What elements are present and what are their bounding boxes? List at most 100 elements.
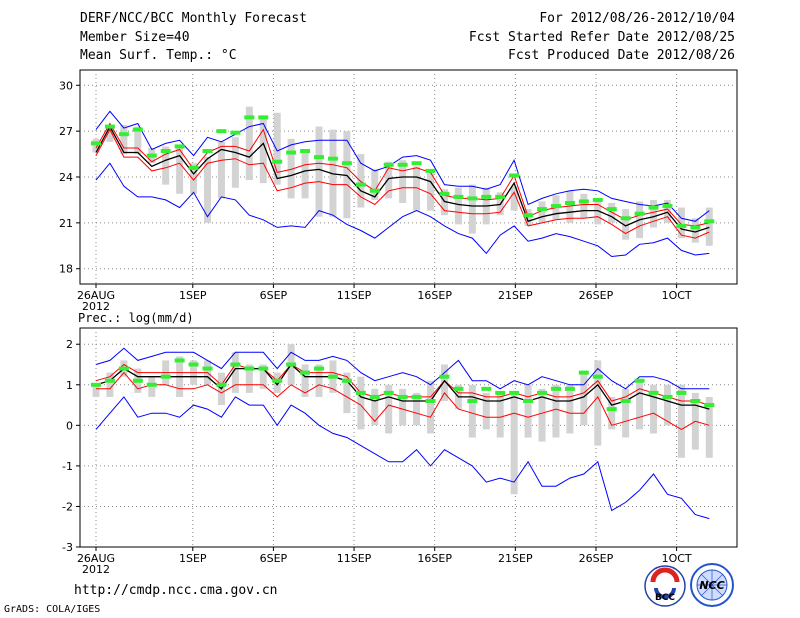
- spread-box: [106, 125, 114, 142]
- series-line-lower: [95, 128, 710, 239]
- median-marker: [537, 207, 548, 212]
- spread-box: [538, 388, 546, 442]
- website-url[interactable]: http://cmdp.ncc.cma.gov.cn: [74, 583, 278, 598]
- median-marker: [188, 165, 199, 170]
- spread-box: [231, 137, 239, 188]
- median-marker: [509, 390, 520, 395]
- spread-box: [482, 392, 490, 430]
- spread-box: [594, 199, 602, 225]
- spread-box: [440, 189, 448, 216]
- median-marker: [272, 378, 283, 383]
- y-tick-label: 30: [59, 79, 73, 92]
- spread-box: [134, 126, 142, 155]
- series-line-max: [95, 347, 710, 390]
- x-tick-label: 21SEP: [498, 289, 533, 302]
- spread-box: [301, 364, 309, 397]
- spread-box: [468, 384, 476, 438]
- median-marker: [104, 124, 115, 129]
- median-marker: [662, 394, 673, 399]
- spread-box: [427, 169, 435, 211]
- median-marker: [690, 225, 701, 230]
- x-tick-label: 1OCT: [662, 552, 692, 565]
- median-marker: [369, 394, 380, 399]
- median-marker: [383, 162, 394, 167]
- spread-box: [566, 384, 574, 434]
- spread-box: [594, 360, 602, 446]
- median-marker: [314, 366, 325, 371]
- plot-frame: [79, 327, 738, 548]
- median-marker: [202, 149, 213, 154]
- spread-box: [343, 131, 351, 219]
- median-marker: [578, 370, 589, 375]
- spread-box: [636, 380, 644, 430]
- x-tick-label: 16SEP: [417, 552, 452, 565]
- spread-box: [385, 384, 393, 434]
- median-marker: [132, 127, 143, 132]
- x-tick-label: 1OCT: [662, 289, 692, 302]
- spread-box: [580, 372, 588, 426]
- y-tick-label: 0: [66, 419, 73, 432]
- spread-box: [371, 388, 379, 426]
- median-marker: [369, 188, 380, 193]
- median-marker: [411, 161, 422, 166]
- spread-box: [148, 376, 156, 397]
- median-marker: [676, 223, 687, 228]
- x-tick-label: 26SEP: [579, 552, 614, 565]
- median-marker: [620, 216, 631, 221]
- spread-box: [245, 106, 253, 181]
- median-marker: [439, 374, 450, 379]
- spread-box: [357, 376, 365, 430]
- y-tick-label: 18: [59, 263, 73, 276]
- median-marker: [481, 386, 492, 391]
- spread-box: [231, 352, 239, 393]
- spread-box: [622, 209, 630, 240]
- median-marker: [690, 399, 701, 403]
- y-tick-label: 27: [59, 125, 73, 138]
- x-year-label: 2012: [82, 300, 110, 313]
- spread-box: [691, 218, 699, 243]
- chart-title: DERF/NCC/BCC Monthly Forecast: [80, 11, 307, 26]
- spread-box: [176, 147, 184, 194]
- spread-box: [273, 112, 281, 185]
- median-marker: [160, 374, 171, 379]
- spread-box: [162, 146, 170, 185]
- median-marker: [648, 205, 659, 210]
- median-marker: [704, 403, 715, 408]
- spread-box: [92, 138, 100, 153]
- spread-box: [454, 187, 462, 225]
- median-marker: [453, 386, 464, 391]
- x-tick-label: 1SEP: [179, 552, 207, 565]
- median-marker: [244, 366, 255, 371]
- temperature-panel: 18 21 24 27 30 26AUG 1SEP 6SEP 11SEP 16SEP 21SEP 26…: [59, 69, 738, 313]
- median-marker: [411, 394, 422, 399]
- median-marker: [425, 399, 436, 403]
- spread-box: [357, 154, 365, 208]
- median-marker: [300, 149, 311, 154]
- median-marker: [355, 182, 366, 187]
- series-line-mean: [95, 363, 710, 410]
- median-marker: [523, 399, 534, 403]
- median-marker: [355, 390, 366, 395]
- median-marker: [634, 211, 645, 216]
- forecast-produced-date: Fcst Produced Date 2012/08/26: [508, 48, 735, 63]
- median-marker: [286, 150, 297, 155]
- median-marker: [550, 204, 561, 209]
- median-marker: [467, 399, 478, 403]
- median-marker: [481, 194, 492, 199]
- spread-box: [677, 384, 685, 458]
- median-marker: [91, 382, 101, 387]
- spread-box: [315, 126, 323, 217]
- spread-box: [650, 384, 658, 434]
- median-marker: [509, 173, 520, 178]
- y-tick-label: 21: [59, 217, 73, 230]
- variable-label: Mean Surf. Temp.: °C: [80, 48, 237, 63]
- spread-box: [705, 396, 713, 458]
- x-tick-label: 11SEP: [337, 552, 372, 565]
- forecast-start-date: Fcst Started Refer Date 2012/08/25: [468, 30, 735, 45]
- y-tick-label: -1: [62, 460, 73, 473]
- median-marker: [592, 374, 603, 379]
- spread-box: [510, 392, 518, 495]
- median-marker: [537, 390, 548, 395]
- spread-box: [580, 193, 588, 219]
- x-tick-label: 1SEP: [179, 289, 207, 302]
